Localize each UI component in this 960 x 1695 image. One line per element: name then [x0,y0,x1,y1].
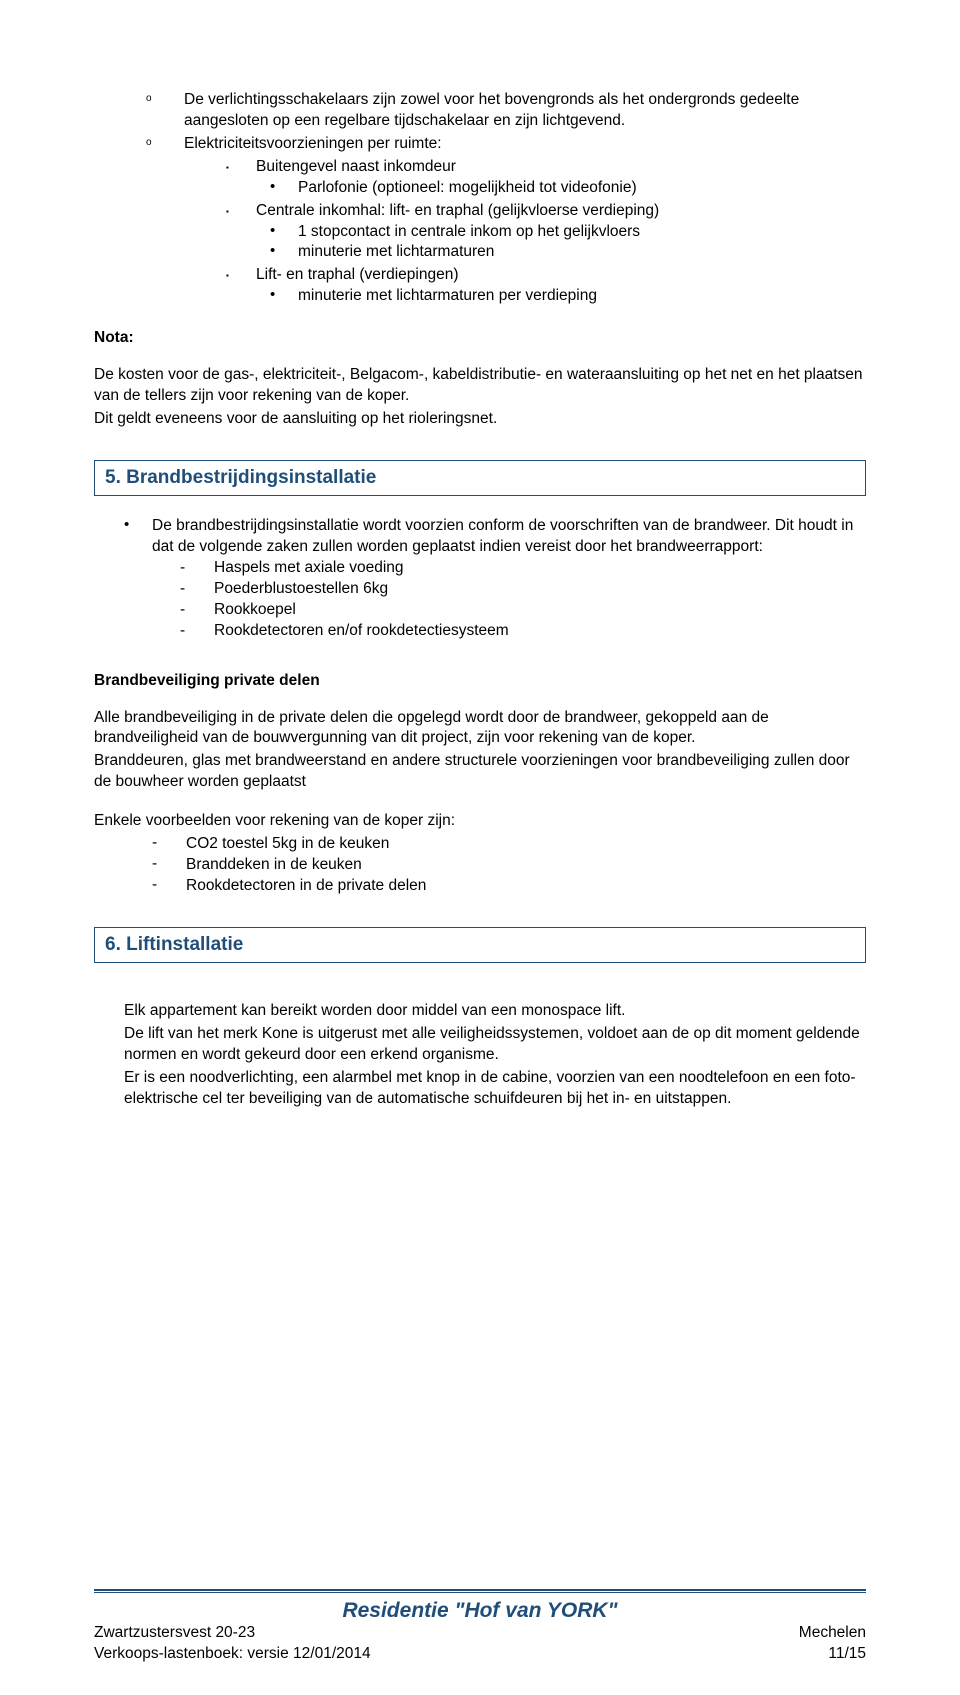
footer-page-number: 11/15 [799,1644,866,1665]
footer-version: Verkoops-lastenboek: versie 12/01/2014 [94,1644,371,1665]
list-item: minuterie met lichtarmaturen per verdiep… [298,286,866,307]
nota-label: Nota: [94,329,866,347]
body-paragraph: Elk appartement kan bereikt worden door … [124,1001,866,1022]
list-marker-circle: o [146,90,184,132]
list-marker-dash: - [180,558,214,579]
electrical-provisions-list: o De verlichtingsschakelaars zijn zowel … [146,90,866,307]
list-item: 1 stopcontact in centrale inkom op het g… [298,222,866,243]
list-item: Rookdetectoren en/of rookdetectiesysteem [214,621,866,642]
list-marker-square: ▪ [226,265,256,286]
list-item: Elektriciteitsvoorzieningen per ruimte: [184,134,866,155]
body-paragraph: Branddeuren, glas met brandweerstand en … [94,751,866,793]
footer-right: Mechelen 11/15 [799,1623,866,1665]
body-paragraph: De lift van het merk Kone is uitgerust m… [124,1024,866,1066]
footer-address: Zwartzustersvest 20-23 [94,1623,371,1644]
subsection-heading: Brandbeveiliging private delen [94,672,866,690]
footer-left: Zwartzustersvest 20-23 Verkoops-lastenbo… [94,1623,371,1665]
list-item: Haspels met axiale voeding [214,558,866,579]
section-heading-6: 6. Liftinstallatie [94,927,866,963]
body-paragraph: Er is een noodverlichting, een alarmbel … [124,1068,866,1110]
list-item: Poederblustoestellen 6kg [214,579,866,600]
list-marker-bullet: • [270,242,298,263]
fire-installation-list: • De brandbestrijdingsinstallatie wordt … [124,516,866,642]
list-marker-dash: - [152,855,186,876]
list-item: Branddeken in de keuken [186,855,866,876]
body-paragraph: Enkele voorbeelden voor rekening van de … [94,811,866,832]
list-marker-dash: - [180,621,214,642]
list-marker-bullet: • [270,178,298,199]
list-item: minuterie met lichtarmaturen [298,242,866,263]
list-item: Lift- en traphal (verdiepingen) [256,265,866,286]
list-item: CO2 toestel 5kg in de keuken [186,834,866,855]
list-marker-bullet: • [270,286,298,307]
list-item: Buitengevel naast inkomdeur [256,157,866,178]
list-item: Parlofonie (optioneel: mogelijkheid tot … [298,178,866,199]
list-marker-bullet: • [270,222,298,243]
list-marker-dash: - [180,579,214,600]
list-marker-square: ▪ [226,201,256,222]
list-marker-dash: - [180,600,214,621]
list-item: Centrale inkomhal: lift- en traphal (gel… [256,201,866,222]
body-paragraph: Alle brandbeveiliging in de private dele… [94,708,866,750]
list-marker-dash: - [152,834,186,855]
section-title: 6. Liftinstallatie [105,934,243,955]
list-item: Rookdetectoren in de private delen [186,876,866,897]
list-marker-dash: - [152,876,186,897]
footer-rule [94,1589,866,1593]
section-heading-5: 5. Brandbestrijdingsinstallatie [94,460,866,496]
list-marker-circle: o [146,134,184,155]
nota-paragraph: Dit geldt eveneens voor de aansluiting o… [94,409,866,430]
list-marker-bullet: • [124,516,152,642]
list-item: Rookkoepel [214,600,866,621]
footer-title: Residentie "Hof van YORK" [0,1599,960,1623]
list-item: De verlichtingsschakelaars zijn zowel vo… [184,90,866,132]
nota-paragraph: De kosten voor de gas-, elektriciteit-, … [94,365,866,407]
section-title: 5. Brandbestrijdingsinstallatie [105,467,376,488]
list-item: De brandbestrijdingsinstallatie wordt vo… [152,516,866,558]
list-marker-square: ▪ [226,157,256,178]
footer-city: Mechelen [799,1623,866,1644]
